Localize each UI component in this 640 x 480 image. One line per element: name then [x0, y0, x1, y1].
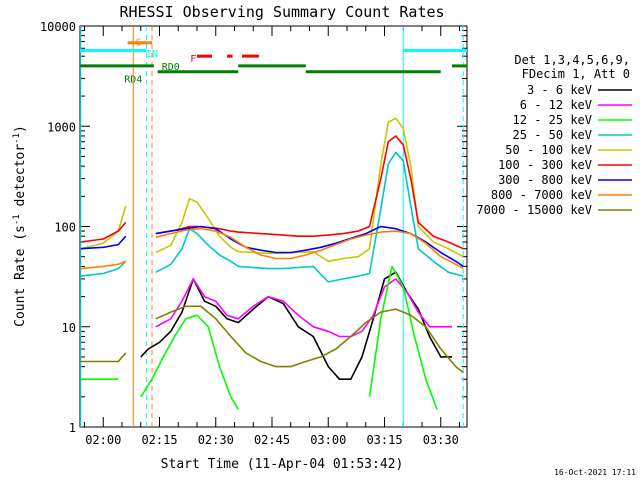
series-line: [80, 227, 464, 270]
y-tick-label: 1000: [47, 120, 76, 134]
x-tick-label: 03:00: [310, 433, 346, 447]
x-tick-label: 02:00: [85, 433, 121, 447]
y-axis-label-part: Count Rate (s: [13, 225, 28, 327]
legend-label: 100 - 300 keV: [498, 158, 592, 172]
x-tick-label: 03:30: [423, 433, 459, 447]
legend-label: 800 - 7000 keV: [491, 188, 592, 202]
series-line: [80, 151, 464, 283]
legend-label: 300 - 800 keV: [498, 173, 592, 187]
series-line: [80, 117, 464, 263]
x-tick-label: 02:30: [198, 433, 234, 447]
legend-label: 25 - 50 keV: [513, 128, 592, 142]
y-axis-label-part: detector: [13, 144, 28, 215]
y-axis-label-part: ): [13, 125, 28, 133]
x-tick-label: 02:15: [141, 433, 177, 447]
plot-frame: [79, 25, 468, 428]
legend-label: 7000 - 15000 keV: [476, 203, 592, 217]
chart-title: RHESSI Observing Summary Count Rates: [119, 3, 444, 21]
state-flag-label: RD4: [124, 74, 142, 85]
legend-label: 3 - 6 keV: [527, 83, 592, 97]
y-tick-label: 1: [69, 421, 76, 435]
state-flag-label: S: [136, 38, 142, 49]
x-axis-label: Start Time (11-Apr-04 01:53:42): [161, 457, 404, 472]
plot-area: 1 10 100 1000 10000 02:00 02:15 02:30 02:45 03:00…: [40, 20, 468, 447]
legend: Det 1,3,4,5,6,9, FDecim 1, Att 0 3 - 6 k…: [476, 53, 632, 217]
x-tick-label: 03:15: [366, 433, 402, 447]
y-tick-label: 10: [62, 321, 76, 335]
y-axis-label: Count Rate (s-1 detector-1): [12, 125, 28, 327]
date-stamp: 16-Oct-2021 17:11: [554, 468, 636, 477]
y-tick-label: 100: [54, 221, 76, 235]
legend-label: 6 - 12 keV: [520, 98, 592, 112]
y-tick-label: 10000: [40, 20, 76, 34]
series-line: [80, 305, 464, 374]
legend-label: 50 - 100 keV: [505, 143, 592, 157]
y-axis-label-exponent: -1: [12, 133, 22, 144]
state-flag-label: F: [190, 54, 196, 65]
y-axis-label-exponent: -1: [12, 214, 22, 225]
series-line: [140, 271, 452, 380]
state-flag-label: RD0: [162, 62, 180, 73]
x-tick-label: 02:45: [254, 433, 290, 447]
series-line: [80, 265, 438, 410]
legend-header-line: FDecim 1, Att 0: [522, 67, 630, 81]
state-flag-label: IN: [146, 49, 158, 60]
legend-header-line: Det 1,3,4,5,6,9,: [514, 53, 630, 67]
series-line: [155, 278, 452, 338]
legend-label: 12 - 25 keV: [513, 113, 592, 127]
